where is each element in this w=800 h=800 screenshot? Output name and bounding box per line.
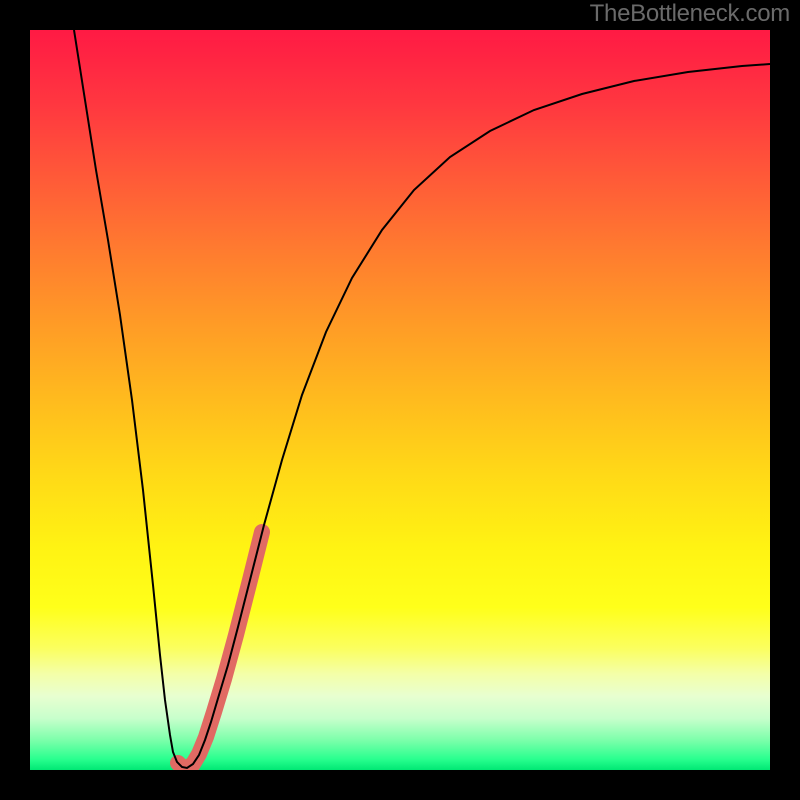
watermark-text: TheBottleneck.com [590, 0, 790, 28]
curve-layer [30, 30, 770, 770]
bottleneck-curve [74, 30, 770, 768]
curve-highlight [178, 532, 262, 768]
chart-frame: TheBottleneck.com [0, 0, 800, 800]
plot-area [30, 30, 770, 770]
